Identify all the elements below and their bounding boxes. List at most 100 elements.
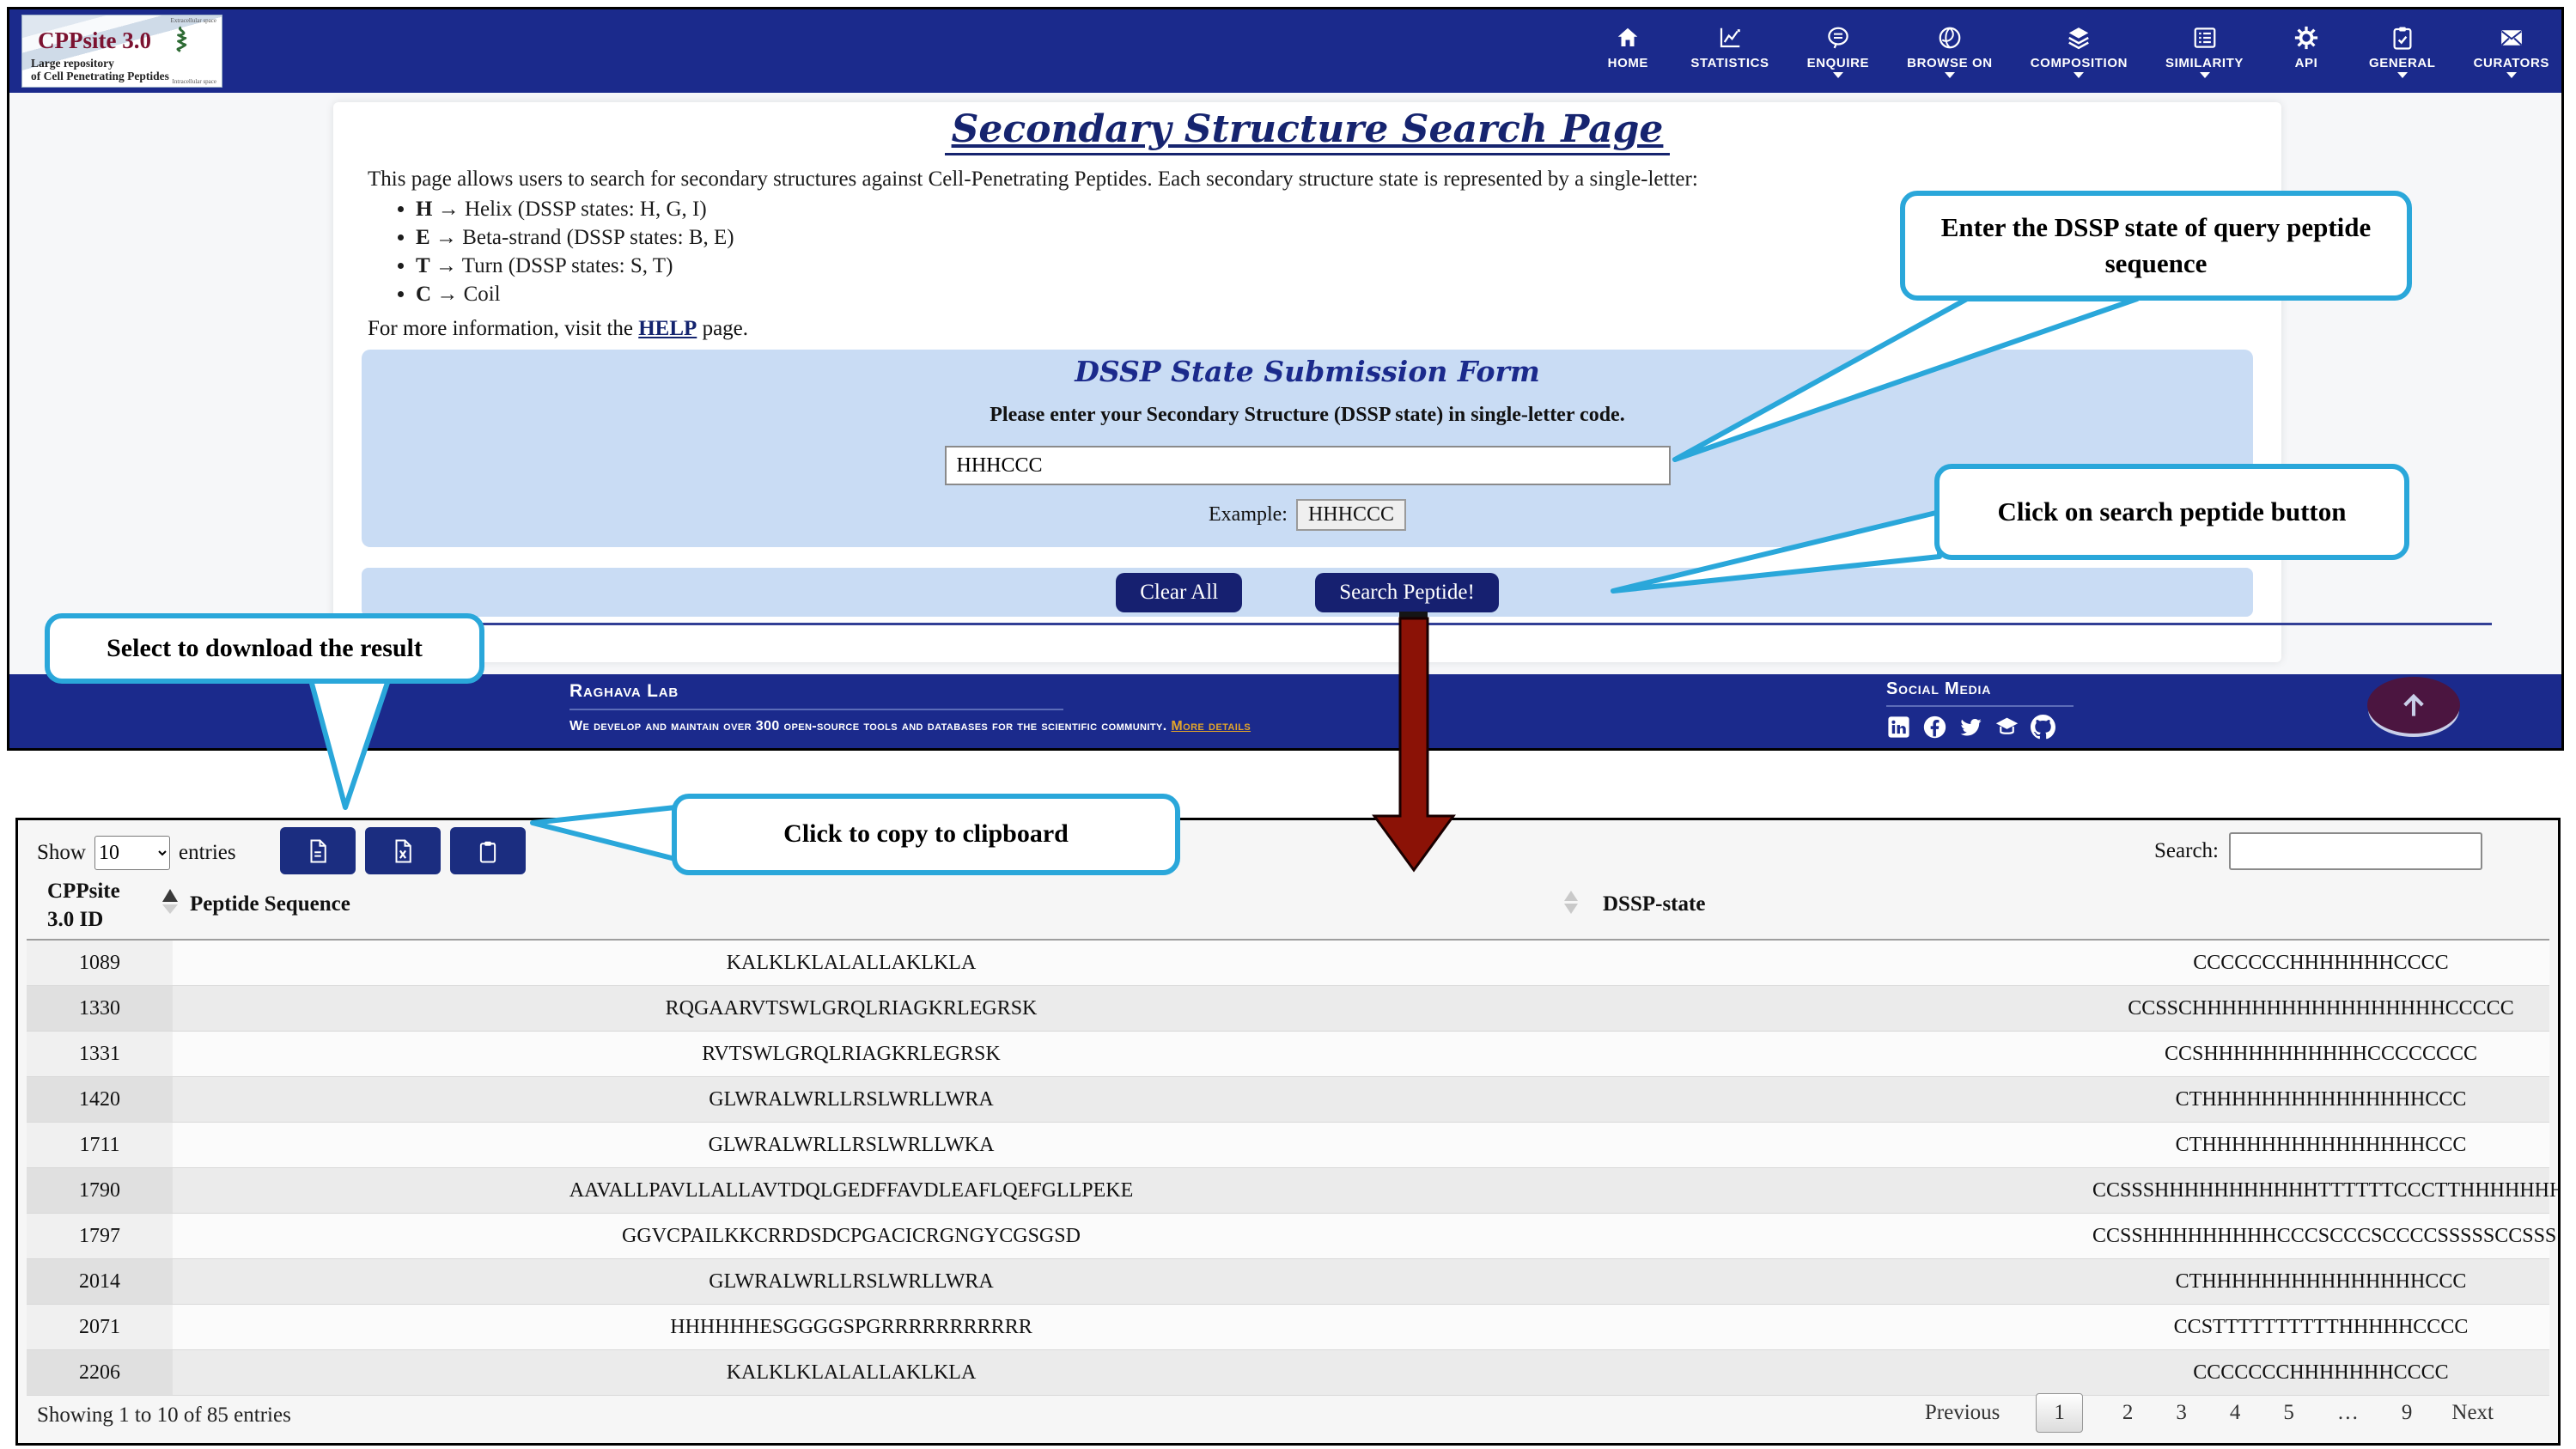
previous-page-button[interactable]: Previous <box>1924 1401 2001 1424</box>
arrow-glyph: → <box>435 254 457 277</box>
table-row: 2014 GLWRALWRLLRSLWRLLWRA CTHHHHHHHHHHHH… <box>27 1259 2549 1305</box>
table-row: 1797 GGVCPAILKKCRRDSDCPGACICRGNGYCGSGSD … <box>27 1214 2556 1259</box>
lab-title: Raghava Lab <box>569 681 679 701</box>
page-number: … <box>2336 1401 2359 1424</box>
layers-icon <box>2066 25 2092 51</box>
cell-peptide-sequence: HHHHHHESGGGGSPGRRRRRRRRRRR <box>670 1316 1032 1338</box>
gear-icon <box>2293 25 2319 51</box>
nav-menu: HOME STATISTICS ENQUIRE BROWS <box>1603 9 2549 93</box>
pagination: Previous 1 2 3 4 5 … 9 Next <box>1925 1393 2494 1433</box>
help-line: For more information, visit the HELP pag… <box>368 317 749 340</box>
export-buttons <box>280 827 526 874</box>
nav-item-label: ENQUIRE <box>1806 55 1870 70</box>
arrow-glyph: → <box>436 283 459 306</box>
nav-item[interactable]: COMPOSITION <box>2031 25 2128 78</box>
dssp-state-input[interactable] <box>944 446 1671 485</box>
social-underline <box>1886 705 2074 707</box>
nav-item-label: BROWSE ON <box>1907 55 1993 70</box>
cell-cppsite-id: 2206 <box>27 1350 173 1395</box>
next-page-button[interactable]: Next <box>2451 1401 2494 1424</box>
legend-desc: Turn (DSSP states: S, T) <box>456 254 673 277</box>
linkedin-icon[interactable] <box>1886 715 1911 740</box>
cell-peptide-sequence: GLWRALWRLLRSLWRLLWRA <box>709 1270 994 1293</box>
page-number[interactable]: 5 <box>2283 1401 2294 1424</box>
export-button[interactable] <box>365 827 441 874</box>
cell-peptide-sequence: GLWRALWRLLRSLWRLLWRA <box>709 1088 994 1111</box>
cell-cppsite-id: 2014 <box>27 1259 173 1304</box>
export-button[interactable] <box>450 827 526 874</box>
cell-dssp-state: CCSSCHHHHHHHHHHHHHHHHHCCCCC <box>2128 997 2514 1020</box>
legend-code: E <box>416 226 430 249</box>
logo-subtitle-line1: Large repository <box>31 57 114 70</box>
scholar-icon[interactable] <box>1994 715 2019 740</box>
table-row: 2206 KALKLKLALALLAKLKLA CCCCCCCHHHHHHHCC… <box>27 1350 2549 1396</box>
page-number[interactable]: 1 <box>2036 1393 2083 1433</box>
chevron-down-icon <box>2506 71 2517 78</box>
example-value: HHHCCC <box>1295 499 1406 531</box>
cell-cppsite-id: 1089 <box>27 941 173 985</box>
arrow-glyph: → <box>435 226 457 249</box>
cell-peptide-sequence: GGVCPAILKKCRRDSDCPGACICRGNGYCGSGSD <box>622 1225 1081 1247</box>
nav-item[interactable]: ENQUIRE <box>1807 25 1870 78</box>
lab-text: We develop and maintain over 300 open-so… <box>569 719 1172 734</box>
cell-dssp-state: CCCCCCCHHHHHHHCCCC <box>2193 1361 2449 1384</box>
form-title: DSSP State Submission Form <box>1075 355 1540 388</box>
nav-item[interactable]: SIMILARITY <box>2165 25 2244 78</box>
page-number[interactable]: 4 <box>2229 1401 2241 1424</box>
legend-item: H → Helix (DSSP states: H, G, I) <box>416 195 2281 223</box>
chevron-down-icon <box>2396 71 2408 78</box>
globe-icon <box>1937 25 1963 51</box>
cell-dssp-state: CCCCCCCHHHHHHHCCCC <box>2193 952 2449 974</box>
cell-peptide-sequence: RVTSWLGRQLRIAGKRLEGRSK <box>702 1043 1001 1065</box>
table-row: 1331 RVTSWLGRQLRIAGKRLEGRSK CCSHHHHHHHHH… <box>27 1032 2549 1077</box>
legend-desc: Coil <box>458 283 501 306</box>
logo-title: CPPsite 3.0 <box>38 27 151 53</box>
cell-cppsite-id: 1790 <box>27 1168 173 1213</box>
page-length-select[interactable]: 10 <box>94 836 170 870</box>
speech-bubble-icon <box>1825 25 1851 51</box>
chevron-down-icon <box>2199 71 2210 78</box>
help-link[interactable]: HELP <box>638 317 697 340</box>
logo-intracellular-note: Intracellular space <box>172 78 217 85</box>
clipboard-check-icon <box>2390 25 2415 51</box>
up-arrow-icon <box>2397 689 2430 721</box>
github-icon[interactable] <box>2031 715 2055 740</box>
nav-item[interactable]: CURATORS <box>2474 25 2549 78</box>
chevron-down-icon <box>1944 71 1955 78</box>
page-number[interactable]: 9 <box>2401 1401 2413 1424</box>
more-details-link[interactable]: More details <box>1171 719 1251 734</box>
cppsite-logo[interactable]: Extracellular space CPPsite 3.0 Large re… <box>21 15 222 88</box>
nav-item[interactable]: API <box>2281 25 2331 78</box>
nav-item[interactable]: HOME <box>1603 25 1653 78</box>
table-row: 1420 GLWRALWRLLRSLWRLLWRA CTHHHHHHHHHHHH… <box>27 1077 2549 1123</box>
lab-underline <box>569 709 1063 710</box>
page-title: Secondary Structure Search Page <box>333 102 2281 155</box>
column-header-peptide-sequence[interactable]: Peptide Sequence <box>190 892 350 916</box>
form-buttons-strip: Clear All Search Peptide! <box>362 568 2253 617</box>
nav-item-label: HOME <box>1607 55 1649 70</box>
nav-item[interactable]: STATISTICS <box>1690 25 1769 78</box>
export-button[interactable] <box>280 827 356 874</box>
scroll-to-top-button[interactable] <box>2367 677 2460 734</box>
table-info: Showing 1 to 10 of 85 entries <box>37 1403 291 1427</box>
twitter-icon[interactable] <box>1958 715 1983 740</box>
logo-extracellular-note: Extracellular space <box>170 17 216 24</box>
cell-cppsite-id: 1711 <box>27 1123 173 1167</box>
column-header-dssp-state[interactable]: DSSP-state <box>1603 892 1706 916</box>
search-peptide-button[interactable]: Search Peptide! <box>1315 572 1499 612</box>
nav-item[interactable]: BROWSE ON <box>1907 25 1993 78</box>
nav-item[interactable]: GENERAL <box>2369 25 2436 78</box>
page-number[interactable]: 3 <box>2176 1401 2187 1424</box>
page-footer: Raghava Lab We develop and maintain over… <box>9 674 2561 748</box>
table-row: 1790 AAVALLPAVLLALLAVTDQLGEDFFAVDLEAFLQE… <box>27 1168 2558 1214</box>
home-icon <box>1615 25 1641 51</box>
facebook-icon[interactable] <box>1922 715 1947 740</box>
cell-dssp-state: CTHHHHHHHHHHHHHHHCCC <box>2175 1270 2467 1293</box>
table-search-input[interactable] <box>2229 832 2482 870</box>
cell-cppsite-id: 1331 <box>27 1032 173 1076</box>
column-header-cppsite-id[interactable]: CPPsite 3.0 ID <box>47 880 120 931</box>
nav-item-label: CURATORS <box>2473 55 2549 70</box>
page-number[interactable]: 2 <box>2122 1401 2134 1424</box>
clear-all-button[interactable]: Clear All <box>1116 572 1243 612</box>
content-card: Secondary Structure Search Page This pag… <box>333 102 2281 662</box>
